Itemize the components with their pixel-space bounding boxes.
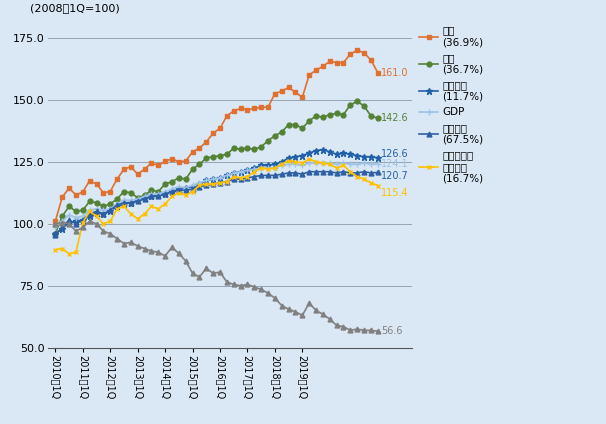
Text: 120.7: 120.7 [381, 171, 409, 181]
Text: (2008年1Q=100): (2008年1Q=100) [30, 3, 120, 13]
Text: 124.1: 124.1 [381, 159, 409, 169]
Text: 126.6: 126.6 [381, 149, 409, 159]
Legend: 輸出
(36.9%), 輸入
(36.7%), 政府消費
(11.7%), GDP, 民間消費
(67.5%), 民間総固定
資本形成
(16.7%): 輸出 (36.9%), 輸入 (36.7%), 政府消費 (11.7%), GD… [419, 25, 484, 184]
Text: 56.6: 56.6 [381, 326, 403, 336]
Text: 115.4: 115.4 [381, 188, 409, 198]
Text: 161.0: 161.0 [381, 67, 408, 78]
Text: 142.6: 142.6 [381, 113, 409, 123]
